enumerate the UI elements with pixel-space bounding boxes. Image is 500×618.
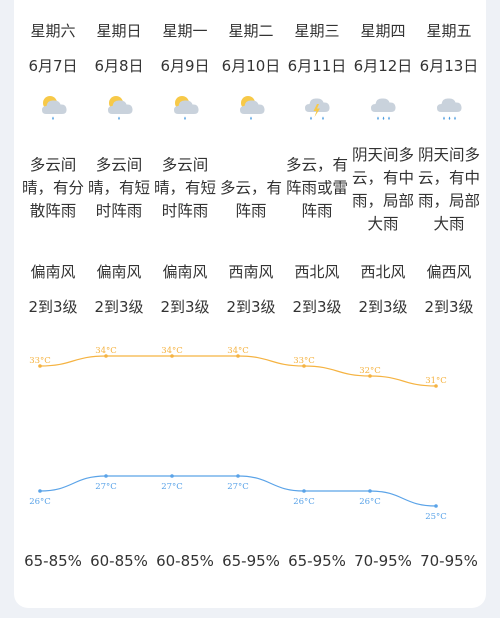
weather-description: 多云间晴，有短时阵雨	[87, 156, 150, 220]
forecast-columns: 星期六 6月7日 多云间晴，有分散阵雨 偏南风 2到3级 65-85% 星期日 …	[22, 0, 482, 618]
date-label: 6月9日	[160, 57, 210, 75]
date-label: 6月13日	[419, 57, 479, 75]
humidity-range: 70-95%	[354, 552, 412, 570]
high-temp-point	[170, 354, 174, 358]
high-temp-label: 34°C	[227, 346, 249, 356]
day-column-2: 星期一 6月9日 多云间晴，有短时阵雨 偏南风 2到3级 60-85%	[154, 0, 216, 618]
cloud-rain-icon	[433, 92, 465, 120]
humidity-range: 60-85%	[90, 552, 148, 570]
temperature-chart: 33°C 34°C 34°C 34°C 33°C 32°C 31°C 26°C 27°C 27°C…	[29, 346, 447, 522]
wind-level: 2到3级	[94, 298, 144, 316]
wind-level: 2到3级	[160, 298, 210, 316]
cloud-rain-icon	[367, 92, 399, 120]
day-column-0: 星期六 6月7日 多云间晴，有分散阵雨 偏南风 2到3级 65-85%	[22, 0, 84, 618]
weather-description: 多云，有阵雨或雷阵雨	[285, 156, 348, 220]
wind-direction: 西北风	[294, 263, 340, 281]
date-label: 6月12日	[353, 57, 413, 75]
low-temp-point	[434, 504, 438, 508]
wind-direction: 西北风	[360, 263, 406, 281]
low-temp-point	[302, 489, 306, 493]
date-label: 6月7日	[28, 57, 78, 75]
date-label: 6月8日	[94, 57, 144, 75]
high-temp-point	[302, 364, 306, 368]
wind-level: 2到3级	[226, 298, 276, 316]
low-temp-label: 27°C	[227, 482, 249, 492]
partly-cloudy-rain-icon	[37, 92, 69, 120]
thunderstorm-icon	[301, 92, 333, 120]
low-temp-label: 26°C	[29, 497, 51, 507]
humidity-range: 65-95%	[222, 552, 280, 570]
weekday-label: 星期一	[162, 22, 208, 40]
low-temp-label: 26°C	[359, 497, 381, 507]
weekday-label: 星期二	[228, 22, 274, 40]
high-temp-label: 34°C	[95, 346, 117, 356]
weekday-label: 星期三	[294, 22, 340, 40]
date-label: 6月10日	[221, 57, 281, 75]
low-temp-point	[170, 474, 174, 478]
high-temp-label: 33°C	[29, 356, 51, 366]
day-column-3: 星期二 6月10日 多云，有阵雨 西南风 2到3级 65-95%	[220, 0, 282, 618]
wind-level: 2到3级	[424, 298, 474, 316]
day-column-5: 星期四 6月12日 阴天间多云，有中雨，局部大雨 西北风 2到3级 70-95%	[352, 0, 414, 618]
low-temp-label: 27°C	[95, 482, 117, 492]
wind-level: 2到3级	[28, 298, 78, 316]
humidity-range: 65-85%	[24, 552, 82, 570]
low-temp-point	[38, 489, 42, 493]
high-temp-point	[236, 354, 240, 358]
wind-direction: 偏西风	[426, 263, 472, 281]
wind-direction: 偏南风	[96, 263, 142, 281]
high-temp-label: 32°C	[359, 366, 381, 376]
weekday-label: 星期日	[96, 22, 142, 40]
date-label: 6月11日	[287, 57, 347, 75]
weather-description: 阴天间多云，有中雨，局部大雨	[417, 146, 480, 233]
high-temp-point	[434, 384, 438, 388]
low-temp-point	[236, 474, 240, 478]
wind-direction: 西南风	[228, 263, 274, 281]
low-temp-label: 25°C	[425, 512, 447, 522]
weekday-label: 星期六	[30, 22, 76, 40]
weather-description: 多云间晴，有分散阵雨	[21, 156, 84, 220]
weather-description: 阴天间多云，有中雨，局部大雨	[351, 146, 414, 233]
wind-direction: 偏南风	[30, 263, 76, 281]
humidity-range: 60-85%	[156, 552, 214, 570]
high-temp-point	[368, 374, 372, 378]
low-temp-point	[104, 474, 108, 478]
partly-cloudy-rain-icon	[169, 92, 201, 120]
weekday-label: 星期五	[426, 22, 472, 40]
weather-description: 多云间晴，有短时阵雨	[153, 156, 216, 220]
high-temp-point	[38, 364, 42, 368]
high-temp-label: 33°C	[293, 356, 315, 366]
wind-level: 2到3级	[358, 298, 408, 316]
partly-cloudy-rain-icon	[103, 92, 135, 120]
humidity-range: 65-95%	[288, 552, 346, 570]
day-column-1: 星期日 6月8日 多云间晴，有短时阵雨 偏南风 2到3级 60-85%	[88, 0, 150, 618]
wind-level: 2到3级	[292, 298, 342, 316]
day-column-6: 星期五 6月13日 阴天间多云，有中雨，局部大雨 偏西风 2到3级 70-95%	[418, 0, 480, 618]
low-temp-label: 26°C	[293, 497, 315, 507]
wind-direction: 偏南风	[162, 263, 208, 281]
day-column-4: 星期三 6月11日 多云，有阵雨或雷阵雨 西北风 2到3级 65-95%	[286, 0, 348, 618]
partly-cloudy-rain-icon	[235, 92, 267, 120]
high-temp-label: 31°C	[425, 376, 447, 386]
high-temp-point	[104, 354, 108, 358]
weekday-label: 星期四	[360, 22, 406, 40]
low-temp-point	[368, 489, 372, 493]
low-temp-label: 27°C	[161, 482, 183, 492]
weather-description: 多云，有阵雨	[219, 179, 282, 220]
humidity-range: 70-95%	[420, 552, 478, 570]
high-temp-label: 34°C	[161, 346, 183, 356]
